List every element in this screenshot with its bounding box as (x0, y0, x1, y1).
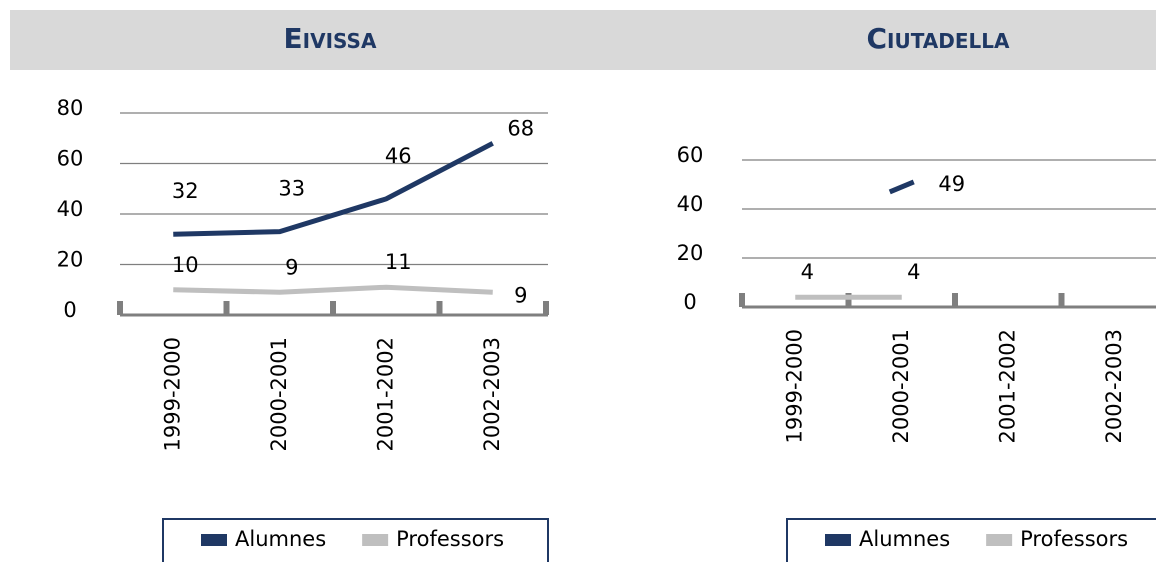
x-tick (543, 301, 549, 315)
series-line (173, 284, 493, 295)
legend-swatch (201, 534, 227, 546)
series-line (888, 179, 915, 195)
y-tick-label: 40 (677, 192, 704, 216)
y-tick-label: 60 (677, 143, 704, 167)
legend-label: Professors (1020, 527, 1128, 551)
x-tick-label: 2001-2002 (995, 329, 1019, 443)
y-tick-label: 20 (677, 241, 704, 265)
x-tick (436, 301, 443, 315)
data-label: 68 (507, 116, 534, 140)
data-label: 11 (385, 250, 412, 274)
legend-label: Professors (396, 527, 504, 551)
x-tick-label: 2002-2003 (1102, 329, 1126, 443)
data-label: 10 (172, 253, 199, 277)
y-tick-label: 80 (57, 96, 84, 120)
x-tick (223, 301, 230, 315)
x-tick (952, 293, 958, 307)
legend-label: Alumnes (235, 527, 326, 551)
x-tick-label: 1999-2000 (160, 337, 184, 451)
legend-swatch (825, 534, 851, 546)
y-tick-label: 60 (57, 147, 84, 171)
y-tick-label: 0 (683, 290, 696, 314)
x-tick (1058, 293, 1065, 307)
x-tick-label: 2002-2003 (480, 337, 504, 451)
chart-title: Eivissa (284, 22, 377, 55)
data-label: 9 (514, 283, 527, 307)
data-label: 4 (907, 260, 920, 284)
data-label: 46 (385, 144, 412, 168)
y-tick-label: 40 (57, 197, 84, 221)
legend-swatch (362, 534, 389, 546)
data-label: 32 (172, 179, 199, 203)
data-label: 49 (938, 172, 965, 196)
header-band (10, 10, 1156, 70)
legend-label: Alumnes (859, 527, 950, 551)
x-tick-label: 2001-2002 (373, 337, 397, 451)
legend-box (162, 518, 549, 562)
data-label: 9 (285, 255, 298, 279)
chart-title: Ciutadella (866, 22, 1010, 55)
x-tick (330, 301, 336, 315)
data-label: 4 (801, 260, 814, 284)
x-tick (845, 293, 852, 307)
y-tick-label: 20 (57, 248, 84, 272)
x-tick-label: 2000-2001 (889, 329, 913, 443)
legend-swatch (986, 534, 1013, 546)
data-label: 33 (278, 177, 305, 201)
x-tick (117, 301, 123, 315)
x-tick (739, 293, 745, 307)
x-tick-label: 2000-2001 (267, 337, 291, 451)
x-tick-label: 1999-2000 (782, 329, 806, 443)
series-line (173, 141, 494, 237)
y-tick-label: 0 (63, 298, 76, 322)
